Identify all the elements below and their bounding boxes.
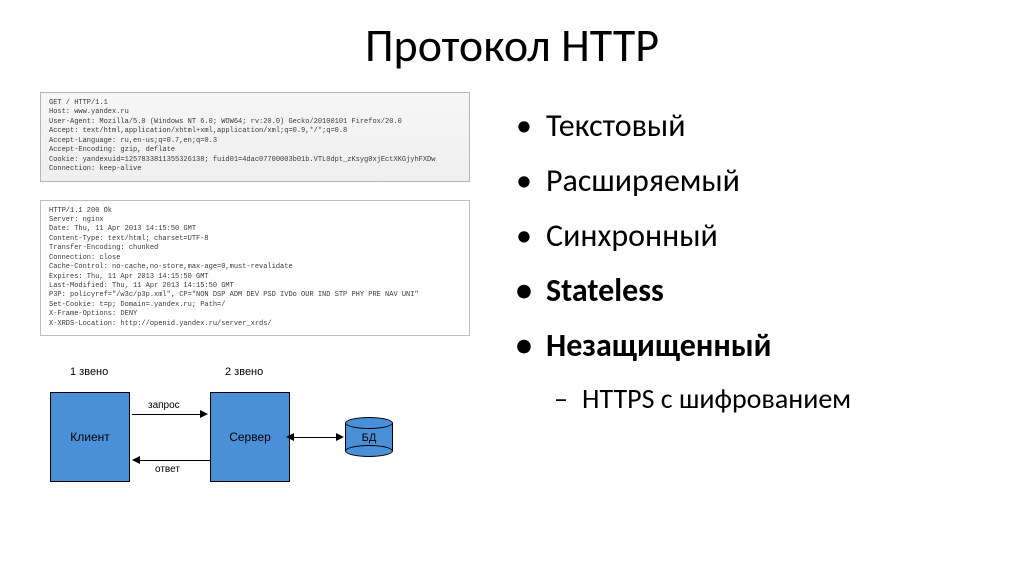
arrow-head-icon bbox=[336, 433, 344, 441]
db-label: БД bbox=[345, 432, 393, 444]
sub-list-item: HTTPS с шифрованием bbox=[510, 377, 984, 420]
tier1-label: 1 звено bbox=[70, 366, 108, 378]
list-item: Stateless bbox=[510, 263, 984, 318]
slide: Протокол HTTP GET / HTTP/1.1 Host: www.y… bbox=[0, 0, 1024, 574]
client-block: Клиент bbox=[50, 392, 130, 482]
db-block: БД bbox=[345, 417, 393, 457]
list-item: Незащищенный bbox=[510, 318, 984, 373]
arrow-head-icon bbox=[132, 456, 140, 464]
slide-title: Протокол HTTP bbox=[40, 18, 984, 74]
http-response-block: HTTP/1.1 200 Ok Server: nginx Date: Thu,… bbox=[40, 200, 470, 337]
response-arrow-label: ответ bbox=[155, 464, 180, 475]
request-arrow-label: запрос bbox=[148, 400, 180, 411]
content-area: GET / HTTP/1.1 Host: www.yandex.ru User-… bbox=[40, 92, 984, 554]
arrow-head-icon bbox=[286, 433, 294, 441]
list-item: Текстовый bbox=[510, 98, 984, 153]
server-block: Сервер bbox=[210, 392, 290, 482]
request-arrow bbox=[132, 414, 202, 415]
right-column: Текстовый Расширяемый Синхронный Statele… bbox=[510, 92, 984, 554]
http-request-block: GET / HTTP/1.1 Host: www.yandex.ru User-… bbox=[40, 92, 470, 182]
response-arrow bbox=[140, 460, 210, 461]
tier2-label: 2 звено bbox=[225, 366, 263, 378]
left-column: GET / HTTP/1.1 Host: www.yandex.ru User-… bbox=[40, 92, 470, 554]
list-item: Расширяемый bbox=[510, 153, 984, 208]
list-item: Синхронный bbox=[510, 208, 984, 263]
client-server-diagram: 1 звено 2 звено Клиент Сервер БД запрос … bbox=[40, 362, 410, 502]
bullet-list: Текстовый Расширяемый Синхронный Statele… bbox=[510, 98, 984, 421]
db-arrow bbox=[292, 437, 338, 438]
arrow-head-icon bbox=[200, 410, 208, 418]
